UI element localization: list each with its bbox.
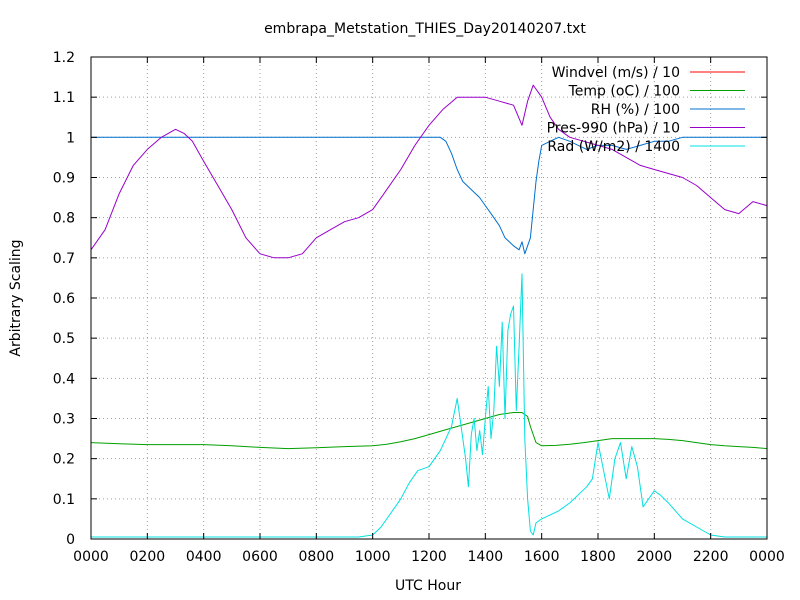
x-tick-label: 1800 — [580, 549, 616, 565]
x-tick-label: 2200 — [693, 549, 729, 565]
y-tick-label: 0.4 — [53, 371, 75, 387]
y-tick-label: 0.2 — [53, 452, 75, 468]
x-tick-label: 0000 — [73, 549, 109, 565]
x-tick-label: 1600 — [524, 549, 560, 565]
series-line-2 — [91, 136, 767, 255]
series-lines — [90, 84, 768, 538]
x-tick-label: 1000 — [355, 549, 391, 565]
y-tick-label: 1 — [66, 130, 75, 146]
legend: Windvel (m/s) / 10 Temp (oC) / 100 RH (%) … — [547, 65, 745, 155]
x-tick-label: 0400 — [186, 549, 222, 565]
legend-label-4: Rad (W/m2) / 1400 — [547, 139, 680, 155]
x-tick-label: 2000 — [637, 549, 673, 565]
y-tick-label: 0.3 — [53, 412, 75, 428]
axis-ticks: 0000 0200 0400 0600 0800 1000 1200 1400 1600 1800… — [53, 50, 785, 565]
x-tick-label: 0000 — [749, 549, 785, 565]
x-tick-label: 0200 — [130, 549, 166, 565]
legend-label-2: RH (%) / 100 — [591, 102, 680, 118]
y-tick-label: 0.1 — [53, 492, 75, 508]
series-line-3 — [90, 84, 768, 259]
x-tick-label: 1400 — [468, 549, 504, 565]
y-tick-label: 1.1 — [53, 90, 75, 106]
y-axis-label: Arbitrary Scaling — [8, 239, 24, 356]
x-tick-label: 1200 — [411, 549, 447, 565]
y-tick-label: 0.5 — [53, 331, 75, 347]
y-tick-label: 0 — [66, 532, 75, 548]
series-line-1 — [90, 412, 768, 450]
legend-label-3: Pres-990 (hPa) / 10 — [547, 121, 680, 137]
legend-label-1: Temp (oC) / 100 — [568, 84, 680, 100]
y-tick-label: 0.7 — [53, 251, 75, 267]
y-tick-label: 0.9 — [53, 171, 75, 187]
chart-title: embrapa_Metstation_THIES_Day20140207.txt — [264, 21, 586, 37]
x-tick-label: 0800 — [299, 549, 335, 565]
series-line-4 — [91, 273, 767, 538]
y-tick-label: 1.2 — [53, 50, 75, 66]
x-axis-label: UTC Hour — [395, 578, 461, 594]
y-tick-label: 0.6 — [53, 291, 75, 307]
x-tick-label: 0600 — [242, 549, 278, 565]
legend-label-0: Windvel (m/s) / 10 — [552, 65, 680, 81]
y-tick-label: 0.8 — [53, 211, 75, 227]
